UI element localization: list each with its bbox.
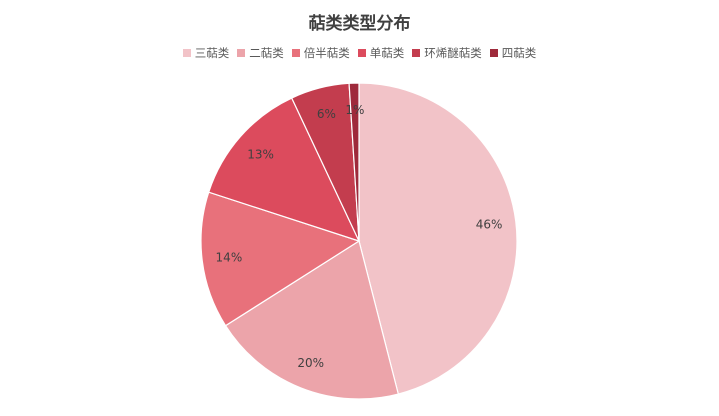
legend-item: 单萜类 [357,45,405,61]
pie-slice [200,191,361,327]
pie-slice [358,82,518,395]
data-label: 13% [247,147,274,161]
legend-label: 四萜类 [501,46,537,60]
legend-label: 二萜类 [249,46,284,60]
legend-label: 环烯醚萜类 [424,46,482,60]
data-label: 14% [216,250,243,264]
legend-swatch [291,49,300,57]
legend-swatch [357,49,366,57]
legend-label: 单萜类 [369,46,405,60]
legend-item: 环烯醚萜类 [412,45,482,61]
legend-item: 二萜类 [237,45,284,61]
legend-swatch [237,49,246,57]
data-label: 20% [297,356,324,370]
legend-swatch [182,49,191,57]
pie-slice [207,97,361,242]
legend: 三萜类 二萜类 倍半萜类 单萜类 环烯醚萜类 四萜类 [0,45,719,61]
legend-swatch [489,49,498,57]
pie-slice [348,82,360,242]
legend-swatch [412,49,421,57]
data-label: 46% [476,218,503,232]
legend-item: 三萜类 [182,45,230,61]
legend-item: 四萜类 [489,45,537,61]
chart-title: 萜类类型分布 [308,14,411,34]
data-label: 6% [317,107,336,121]
data-label: 1% [345,103,364,117]
pie-slice [224,240,400,400]
legend-label: 倍半萜类 [303,46,350,60]
legend-label: 三萜类 [194,46,230,60]
legend-item: 倍半萜类 [291,45,350,61]
